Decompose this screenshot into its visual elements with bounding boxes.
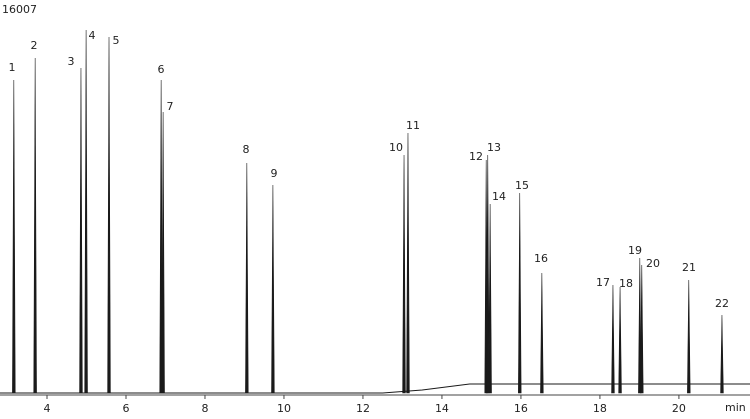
peak-label: 15 [515, 179, 529, 192]
peak-label: 12 [469, 150, 483, 163]
x-tick-label: 6 [122, 402, 129, 415]
peak-label: 1 [9, 61, 16, 74]
peak [271, 185, 275, 394]
x-tick-label: 12 [356, 402, 370, 415]
peak-label: 5 [113, 34, 120, 47]
peak-label: 3 [68, 55, 75, 68]
peak [618, 287, 622, 394]
peak-label: 17 [596, 276, 610, 289]
peak-label: 10 [389, 141, 403, 154]
x-tick-label: 8 [201, 402, 208, 415]
peak-label: 2 [31, 39, 38, 52]
peak [687, 280, 691, 394]
x-tick-label: 10 [277, 402, 291, 415]
baseline [0, 383, 750, 394]
peak [402, 154, 406, 394]
peak-label: 8 [243, 143, 250, 156]
peak [486, 154, 490, 394]
peak [33, 57, 37, 394]
peak-label: 16 [534, 252, 548, 265]
x-tick-label: 14 [435, 402, 449, 415]
peak [406, 132, 410, 394]
peak [720, 315, 724, 394]
peak-label: 20 [646, 257, 660, 270]
peak-label: 11 [406, 119, 420, 132]
x-tick-label: 4 [43, 402, 50, 415]
x-tick-label: 20 [672, 402, 686, 415]
peak [84, 29, 88, 394]
peak [488, 203, 492, 394]
peak-label: 21 [682, 261, 696, 274]
peak [12, 80, 16, 394]
peak-label: 19 [628, 244, 642, 257]
peak [107, 36, 111, 394]
peak-label: 22 [715, 297, 729, 310]
x-tick-label: 16 [514, 402, 528, 415]
peak [79, 68, 83, 394]
peak [245, 163, 249, 394]
peak-label: 6 [158, 63, 165, 76]
peak-label: 13 [487, 141, 501, 154]
peak-label: 4 [89, 29, 96, 42]
y-tick-label: 16007 [2, 3, 37, 16]
peak-label: 9 [271, 167, 278, 180]
x-tick-label: 18 [593, 402, 607, 415]
x-axis-label: min [725, 401, 746, 414]
peak [540, 273, 544, 394]
peak [161, 111, 165, 394]
peak [518, 193, 522, 394]
peak-label: 14 [492, 190, 506, 203]
peak-label: 7 [167, 100, 174, 113]
peak [611, 284, 615, 394]
peak [640, 264, 644, 394]
peak-label: 18 [619, 277, 633, 290]
